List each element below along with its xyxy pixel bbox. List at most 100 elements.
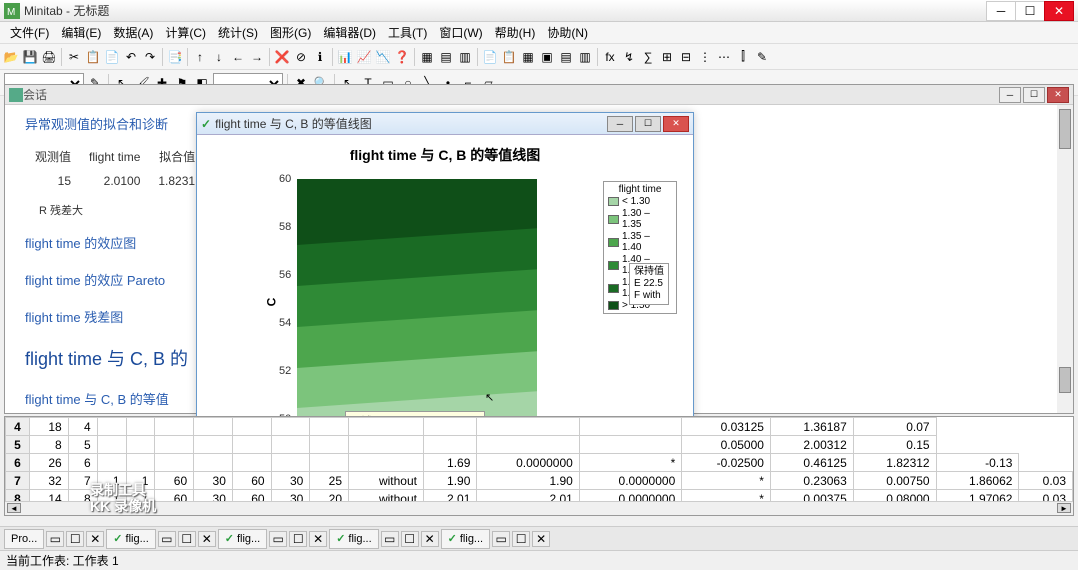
table-cell[interactable] [155, 418, 194, 436]
table-cell[interactable] [126, 454, 155, 472]
toolbar-button[interactable]: ← [229, 48, 247, 66]
table-cell[interactable] [97, 454, 126, 472]
table-cell[interactable]: 32 [30, 472, 69, 490]
toolbar-button[interactable]: 📋 [84, 48, 102, 66]
menu-item[interactable]: 协助(N) [541, 22, 594, 43]
table-cell[interactable]: 0.00750 [853, 472, 936, 490]
table-cell[interactable] [310, 454, 349, 472]
table-cell[interactable]: 1.69 [423, 454, 476, 472]
table-cell[interactable]: 30 [194, 472, 233, 490]
table-cell[interactable]: 0.46125 [770, 454, 853, 472]
table-cell[interactable]: 1.36187 [770, 418, 853, 436]
table-cell[interactable] [271, 436, 310, 454]
table-cell[interactable] [349, 436, 424, 454]
table-cell[interactable] [271, 418, 310, 436]
tab-control[interactable]: ☐ [178, 531, 196, 547]
table-cell[interactable] [194, 418, 233, 436]
toolbar-button[interactable]: 📑 [166, 48, 184, 66]
table-cell[interactable]: * [579, 454, 681, 472]
table-cell[interactable]: -0.02500 [682, 454, 771, 472]
toolbar-button[interactable]: 🖨 [40, 48, 58, 66]
table-cell[interactable]: * [682, 472, 771, 490]
toolbar-button[interactable]: ⋯ [715, 48, 733, 66]
chart-maximize-button[interactable]: ☐ [635, 116, 661, 132]
toolbar-button[interactable]: ⊞ [658, 48, 676, 66]
tab-control[interactable]: ▭ [269, 531, 287, 547]
tab-control[interactable]: ✕ [421, 531, 439, 547]
tab-control[interactable]: ✕ [198, 531, 216, 547]
menu-item[interactable]: 编辑(E) [55, 22, 107, 43]
toolbar-button[interactable]: 💾 [21, 48, 39, 66]
table-cell[interactable] [579, 436, 681, 454]
table-cell[interactable] [232, 418, 271, 436]
table-cell[interactable] [97, 436, 126, 454]
table-row[interactable]: 5850.050002.003120.15 [6, 436, 1073, 454]
table-cell[interactable]: 26 [30, 454, 69, 472]
window-tab[interactable]: ✓flig... [218, 529, 267, 549]
row-header[interactable]: 7 [6, 472, 30, 490]
menu-item[interactable]: 编辑器(D) [317, 22, 382, 43]
table-cell[interactable] [194, 454, 233, 472]
toolbar-button[interactable]: ❓ [393, 48, 411, 66]
toolbar-button[interactable]: 📄 [481, 48, 499, 66]
menu-item[interactable]: 数据(A) [107, 22, 159, 43]
table-cell[interactable]: 0.03 [1019, 472, 1073, 490]
tab-control[interactable]: ▭ [158, 531, 176, 547]
toolbar-button[interactable]: ▤ [437, 48, 455, 66]
table-cell[interactable] [579, 418, 681, 436]
chart-close-button[interactable]: ✕ [663, 116, 689, 132]
toolbar-button[interactable]: ↓ [210, 48, 228, 66]
window-tab[interactable]: ✓flig... [329, 529, 378, 549]
table-cell[interactable]: 8 [30, 436, 69, 454]
toolbar-button[interactable]: ✎ [753, 48, 771, 66]
row-header[interactable]: 6 [6, 454, 30, 472]
table-cell[interactable]: 1.90 [477, 472, 579, 490]
toolbar-button[interactable]: ∑ [639, 48, 657, 66]
tab-control[interactable]: ✕ [532, 531, 550, 547]
menu-item[interactable]: 文件(F) [4, 22, 55, 43]
toolbar-button[interactable]: 📂 [2, 48, 20, 66]
tab-control[interactable]: ☐ [512, 531, 530, 547]
chart-titlebar[interactable]: ✓ flight time 与 C, B 的等值线图 ─ ☐ ✕ [197, 113, 693, 135]
table-cell[interactable] [155, 436, 194, 454]
table-cell[interactable]: 0.05000 [682, 436, 771, 454]
table-cell[interactable]: 1 [97, 472, 126, 490]
table-cell[interactable]: 2.00312 [770, 436, 853, 454]
table-cell[interactable]: 60 [232, 472, 271, 490]
table-cell[interactable] [126, 436, 155, 454]
session-minimize-button[interactable]: ─ [999, 87, 1021, 103]
tab-control[interactable]: ✕ [309, 531, 327, 547]
toolbar-button[interactable]: ⊟ [677, 48, 695, 66]
table-cell[interactable] [232, 454, 271, 472]
table-row[interactable]: 62661.690.0000000*-0.025000.461251.82312… [6, 454, 1073, 472]
table-cell[interactable]: 18 [30, 418, 69, 436]
toolbar-button[interactable]: ↑ [191, 48, 209, 66]
table-cell[interactable]: 0.0000000 [579, 472, 681, 490]
toolbar-button[interactable]: ⫿ [734, 48, 752, 66]
toolbar-button[interactable]: ↷ [141, 48, 159, 66]
table-cell[interactable]: 7 [68, 472, 97, 490]
table-cell[interactable] [423, 418, 476, 436]
horizontal-scrollbar[interactable]: ◄ ► [5, 501, 1073, 515]
table-cell[interactable] [349, 454, 424, 472]
worksheet-grid[interactable]: 41840.031251.361870.075850.050002.003120… [4, 416, 1074, 516]
table-cell[interactable]: 0.15 [853, 436, 936, 454]
toolbar-button[interactable]: fx [601, 48, 619, 66]
table-cell[interactable] [477, 436, 579, 454]
tab-control[interactable]: ▭ [381, 531, 399, 547]
table-cell[interactable]: 0.0000000 [477, 454, 579, 472]
toolbar-button[interactable]: → [248, 48, 266, 66]
toolbar-button[interactable]: ℹ [311, 48, 329, 66]
table-cell[interactable] [310, 418, 349, 436]
toolbar-button[interactable]: ⊘ [292, 48, 310, 66]
menu-item[interactable]: 帮助(H) [489, 22, 542, 43]
table-row[interactable]: 41840.031251.361870.07 [6, 418, 1073, 436]
toolbar-button[interactable]: ❌ [273, 48, 291, 66]
row-header[interactable]: 4 [6, 418, 30, 436]
table-cell[interactable]: 1.86062 [936, 472, 1019, 490]
table-cell[interactable]: 0.03125 [682, 418, 771, 436]
tab-control[interactable]: ☐ [289, 531, 307, 547]
session-maximize-button[interactable]: ☐ [1023, 87, 1045, 103]
toolbar-button[interactable]: 📉 [374, 48, 392, 66]
table-cell[interactable]: 0.07 [853, 418, 936, 436]
